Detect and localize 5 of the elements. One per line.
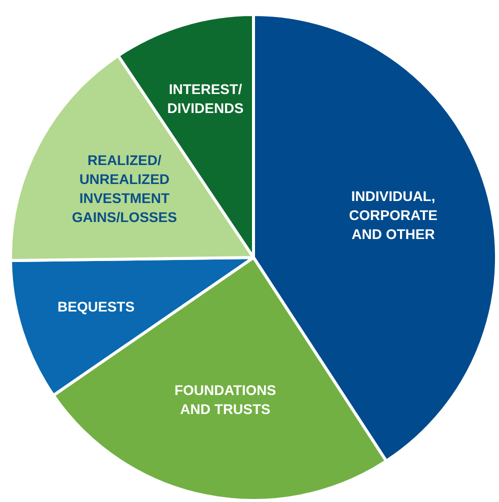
slice-label: INDIVIDUAL, CORPORATE AND OTHER <box>349 188 438 242</box>
slice-label: INTEREST/ DIVIDENDS <box>167 80 244 116</box>
slice-label: REALIZED/ UNREALIZED INVESTMENT GAINS/LOSSES <box>72 152 177 226</box>
slice-label: FOUNDATIONS AND TRUSTS <box>174 382 276 417</box>
slice-label: BEQUESTS <box>58 298 135 314</box>
